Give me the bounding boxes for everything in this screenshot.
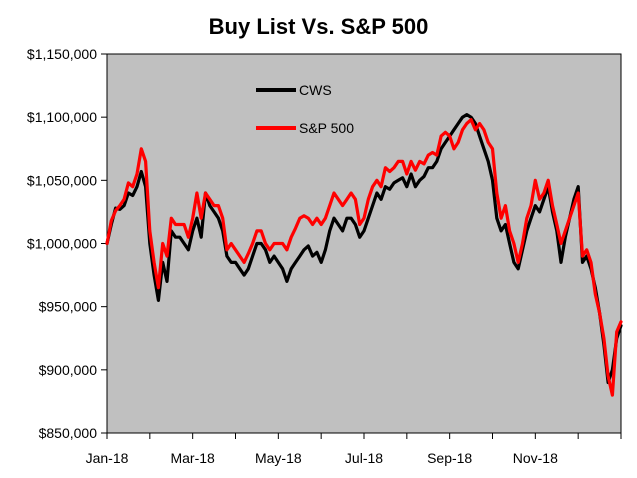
x-tick-label: Nov-18 [513,450,558,466]
legend-label: S&P 500 [299,120,354,136]
x-tick-label: Jul-18 [345,450,383,466]
legend-label: CWS [299,82,332,98]
y-tick-label: $1,000,000 [27,236,97,252]
x-tick-label: Jan-18 [86,450,129,466]
y-tick-label: $900,000 [39,362,98,378]
y-tick-label: $1,050,000 [27,172,97,188]
series-line-sp500 [105,118,623,397]
y-tick-label: $850,000 [39,425,98,441]
x-tick-label: Mar-18 [170,450,215,466]
y-tick-label: $1,100,000 [27,109,97,125]
series-line-cws [105,112,623,385]
y-tick-label: $1,150,000 [27,46,97,62]
chart-title: Buy List Vs. S&P 500 [208,14,429,39]
x-tick-label: Sep-18 [427,450,472,466]
x-tick-label: May-18 [255,450,302,466]
y-tick-label: $950,000 [39,299,98,315]
plot-area [106,53,622,434]
